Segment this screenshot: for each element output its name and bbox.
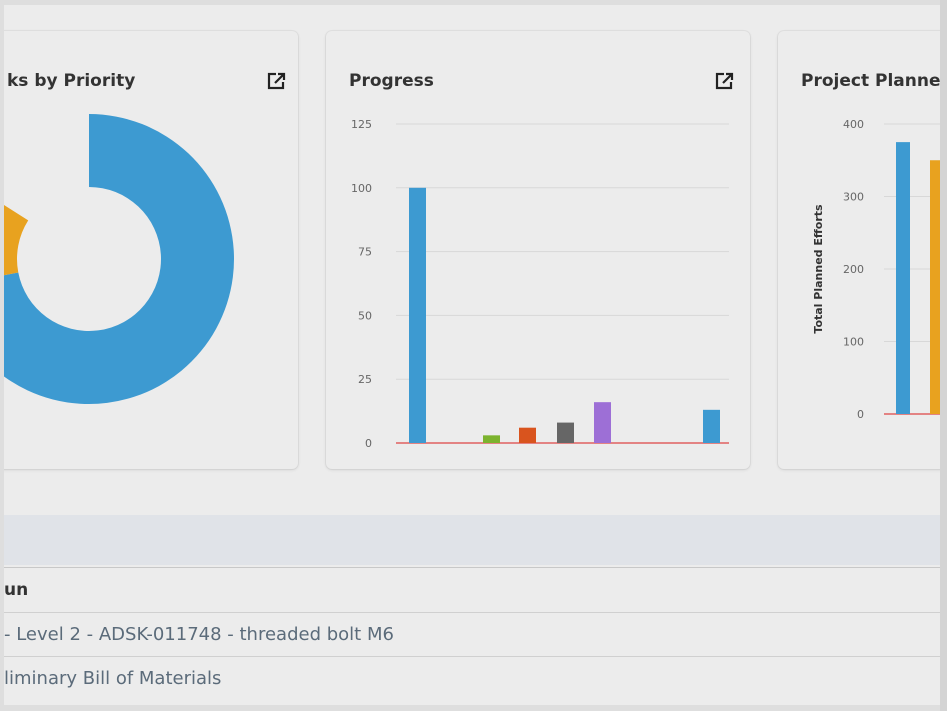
y-tick-label: 200	[843, 263, 864, 276]
progress-bar-chart: 0 25 50 75 100 125	[351, 118, 729, 450]
y-tick-label: 0	[857, 408, 864, 421]
planned-card: Project Planne 0 100 200 300 400 Total Planne…	[778, 31, 940, 469]
y-tick-label: 100	[351, 182, 372, 195]
progress-card-title: Progress	[349, 71, 434, 91]
y-tick-label: 25	[358, 373, 372, 386]
table-column-header[interactable]: un	[4, 567, 940, 613]
planned-card-title: Project Planne	[801, 71, 940, 91]
external-link-icon[interactable]	[715, 71, 735, 91]
bar	[519, 427, 536, 443]
y-tick-label: 75	[358, 246, 372, 259]
table-row-link[interactable]: - Level 2 - ADSK-011748 - threaded bolt …	[4, 623, 394, 645]
priority-donut-chart	[4, 114, 234, 404]
bar	[409, 187, 426, 443]
table-section-strip	[4, 515, 940, 565]
y-axis-label: Total Planned Efforts	[812, 204, 825, 334]
donut-slice	[4, 114, 234, 404]
donut-slice	[4, 205, 29, 276]
progress-card: Progress 0 25 50 75 100 125	[326, 31, 750, 469]
bar	[594, 402, 611, 443]
window-edge	[940, 0, 947, 711]
bar	[557, 422, 574, 443]
y-tick-label: 300	[843, 191, 864, 204]
dashboard-frame: ks by Priority Progress 0 25 50 75 100 125 Pr…	[4, 5, 940, 705]
table-row[interactable]: - Level 2 - ADSK-011748 - threaded bolt …	[4, 612, 940, 657]
external-link-icon[interactable]	[267, 71, 287, 91]
bar	[703, 409, 720, 443]
planned-efforts-bar-chart: 0 100 200 300 400 Total Planned Efforts	[812, 118, 940, 421]
y-tick-label: 125	[351, 118, 372, 131]
column-header-label: un	[4, 580, 29, 600]
table-row[interactable]: liminary Bill of Materials	[4, 656, 940, 700]
priority-card-title: ks by Priority	[7, 71, 136, 91]
priority-card: ks by Priority	[4, 31, 298, 469]
y-tick-label: 50	[358, 309, 372, 322]
bar	[896, 142, 910, 414]
y-tick-label: 0	[365, 437, 372, 450]
y-tick-label: 100	[843, 336, 864, 349]
table-row-link[interactable]: liminary Bill of Materials	[4, 667, 222, 689]
bar	[930, 160, 940, 414]
y-tick-label: 400	[843, 118, 864, 131]
bar	[483, 435, 500, 443]
